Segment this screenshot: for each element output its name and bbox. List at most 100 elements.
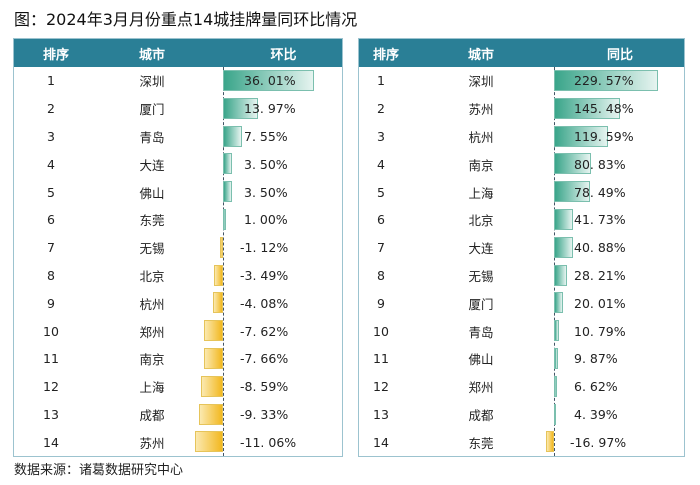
table-row: 1 深圳 229. 57%: [359, 67, 684, 95]
table-row: 2 苏州 145. 48%: [359, 95, 684, 123]
value-label: 145. 48%: [574, 101, 634, 117]
value-label: 7. 55%: [244, 128, 288, 144]
table-row: 4 大连 3. 50%: [14, 150, 342, 178]
rank-cell: 2: [377, 101, 385, 117]
city-cell: 杭州: [468, 129, 494, 145]
rank-cell: 14: [373, 434, 389, 450]
value-label: 10. 79%: [574, 323, 626, 339]
table-row: 2 厦门 13. 97%: [14, 95, 342, 123]
table-row: 10 郑州 -7. 62%: [14, 317, 342, 345]
city-cell: 佛山: [468, 352, 494, 368]
rank-cell: 8: [377, 267, 385, 283]
rank-cell: 4: [377, 156, 385, 172]
data-bar: [223, 97, 259, 119]
value-label: -11. 06%: [240, 434, 297, 450]
city-cell: 苏州: [139, 435, 165, 451]
data-bar: [199, 403, 223, 425]
header-cell: 同比: [606, 47, 633, 63]
value-label: 3. 50%: [244, 156, 288, 172]
table-row: 8 无锡 28. 21%: [359, 262, 684, 290]
rank-cell: 12: [373, 379, 389, 395]
rank-cell: 6: [47, 212, 55, 228]
rank-cell: 13: [43, 406, 59, 422]
yoy-table: 排序 城市 同比 1 深圳 229. 57% 2 苏州 145. 48% 3 杭州 119. 5…: [358, 38, 685, 457]
data-bar: [203, 347, 223, 369]
value-label: -1. 12%: [240, 240, 289, 256]
table-row: 3 青岛 7. 55%: [14, 123, 342, 151]
rank-cell: 11: [373, 351, 389, 367]
data-bar: [554, 236, 573, 258]
data-bar: [554, 125, 609, 147]
table-row: 5 佛山 3. 50%: [14, 178, 342, 206]
rank-cell: 10: [373, 323, 389, 339]
value-label: 36. 01%: [244, 73, 296, 89]
rank-cell: 5: [377, 184, 385, 200]
table-row: 8 北京 -3. 49%: [14, 262, 342, 290]
data-bar: [201, 375, 223, 397]
data-bar: [223, 181, 232, 203]
value-label: 40. 88%: [574, 240, 626, 256]
data-bar: [554, 153, 591, 175]
value-label: -7. 66%: [240, 351, 289, 367]
city-cell: 大连: [468, 241, 494, 257]
table-row: 13 成都 -9. 33%: [14, 401, 342, 429]
table-row: 14 东莞 -16. 97%: [359, 428, 684, 456]
table-row: 3 杭州 119. 59%: [359, 123, 684, 151]
data-bar: [554, 97, 620, 119]
city-cell: 上海: [468, 185, 494, 201]
city-cell: 南京: [139, 352, 165, 368]
data-bar: [554, 320, 559, 342]
city-cell: 深圳: [468, 74, 494, 90]
city-cell: 大连: [139, 157, 165, 173]
data-bar: [203, 320, 223, 342]
data-bar: [554, 70, 658, 91]
data-bar: [195, 431, 223, 453]
data-bar: [223, 153, 232, 175]
rank-cell: 6: [377, 212, 385, 228]
value-label: 1. 00%: [244, 212, 288, 228]
table-row: 13 成都 4. 39%: [359, 401, 684, 429]
rank-cell: 5: [47, 184, 55, 200]
value-label: -4. 08%: [240, 295, 289, 311]
rank-cell: 9: [377, 295, 385, 311]
city-cell: 厦门: [139, 102, 165, 118]
rank-cell: 3: [377, 128, 385, 144]
zero-axis: [223, 67, 224, 456]
value-label: 9. 87%: [574, 351, 618, 367]
data-bar: [223, 70, 315, 91]
rank-cell: 10: [43, 323, 59, 339]
value-label: 78. 49%: [574, 184, 626, 200]
rank-cell: 7: [377, 240, 385, 256]
data-bar: [554, 208, 573, 230]
rank-cell: 11: [43, 351, 59, 367]
city-cell: 深圳: [139, 74, 165, 90]
table-row: 12 郑州 6. 62%: [359, 373, 684, 401]
data-bar: [554, 375, 557, 397]
city-cell: 无锡: [139, 241, 165, 257]
data-bar: [220, 236, 223, 258]
header-cell: 城市: [138, 47, 165, 63]
city-cell: 北京: [468, 213, 494, 229]
city-cell: 无锡: [468, 268, 494, 284]
rank-cell: 8: [47, 267, 55, 283]
data-bar: [554, 292, 564, 314]
zero-axis: [554, 67, 555, 456]
rank-cell: 13: [373, 406, 389, 422]
table-row: 7 无锡 -1. 12%: [14, 234, 342, 262]
value-label: 6. 62%: [574, 379, 618, 395]
table-row: 1 深圳 36. 01%: [14, 67, 342, 95]
table-row: 12 上海 -8. 59%: [14, 373, 342, 401]
table-row: 9 杭州 -4. 08%: [14, 289, 342, 317]
table-row: 6 东莞 1. 00%: [14, 206, 342, 234]
table-row: 14 苏州 -11. 06%: [14, 428, 342, 456]
city-cell: 苏州: [468, 102, 494, 118]
data-bar: [223, 125, 243, 147]
city-cell: 东莞: [139, 213, 165, 229]
table-row: 7 大连 40. 88%: [359, 234, 684, 262]
header-cell: 环比: [270, 47, 297, 63]
data-bar: [554, 403, 556, 425]
data-bar: [546, 431, 554, 453]
value-label: 229. 57%: [574, 73, 634, 89]
data-bar: [223, 208, 226, 230]
city-cell: 成都: [139, 407, 165, 423]
